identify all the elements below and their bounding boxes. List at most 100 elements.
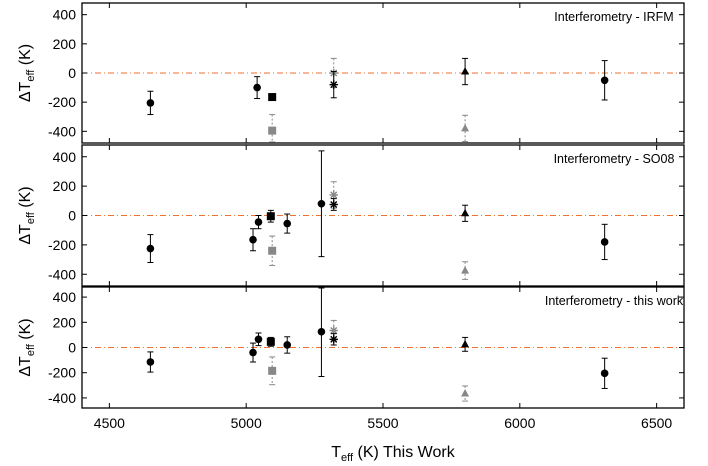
- data-point-circle: [146, 351, 155, 373]
- y-tick-label: 400: [53, 289, 77, 305]
- data-point-circle: [254, 332, 263, 347]
- y-axis-title-part: (K): [17, 186, 34, 212]
- circle-marker: [249, 348, 257, 357]
- x-tick-label: 5500: [367, 415, 398, 431]
- data-point-square: [268, 235, 277, 266]
- y-axis-title: ΔTeff (K): [17, 318, 37, 376]
- x-tick-label: 5000: [231, 415, 262, 431]
- y-axis-title-part: ΔT: [17, 356, 34, 377]
- circle-marker: [254, 335, 263, 344]
- y-tick-label: -400: [48, 123, 76, 139]
- data-point-circle: [146, 90, 155, 116]
- circle-marker: [600, 76, 609, 85]
- data-point-square: [268, 93, 277, 102]
- data-point-triangle: [461, 114, 470, 143]
- square-marker: [268, 246, 277, 255]
- y-tick-label: 0: [68, 65, 76, 81]
- data-point-circle: [146, 234, 155, 263]
- y-tick-label: -200: [48, 94, 76, 110]
- circle-marker: [317, 199, 326, 208]
- y-tick-label: 200: [53, 314, 77, 330]
- panel-1: 400 200 0 -200 -400 Interferometry - IRFM ΔTef…: [17, 2, 685, 144]
- y-tick-label: 0: [68, 208, 76, 224]
- circle-marker: [249, 235, 257, 244]
- data-point-circle: [249, 342, 257, 363]
- data-point-circle: [249, 228, 257, 252]
- square-marker: [266, 212, 275, 221]
- square-marker: [268, 93, 277, 102]
- circle-marker: [283, 341, 292, 349]
- panel-title: Interferometry - IRFM: [554, 10, 673, 24]
- asterisk-stroke: [330, 335, 338, 343]
- panel-2: 400 200 0 -200 -400 Interferometry - SO08 ΔTef…: [17, 144, 685, 287]
- y-tick-label: 400: [53, 7, 77, 23]
- y-axis-title-sub: eff: [25, 211, 37, 224]
- circle-marker: [317, 327, 326, 336]
- data-point-circle: [600, 223, 609, 261]
- y-tick-label: 200: [53, 178, 77, 194]
- data-point-triangle: [461, 57, 470, 86]
- data-point-square: [266, 336, 275, 347]
- y-axis-title-part: (K): [17, 44, 34, 70]
- circle-marker: [146, 358, 155, 366]
- data-point-asterisk: [329, 71, 338, 99]
- data-point-circle: [283, 213, 292, 234]
- data-point-circle: [600, 60, 609, 101]
- triangle-marker: [461, 389, 470, 397]
- square-marker: [268, 126, 277, 135]
- x-axis: 4500 5000 5500 6000 6500: [94, 415, 673, 431]
- data-point-square: [268, 114, 277, 143]
- y-tick-label: 400: [53, 149, 77, 165]
- circle-marker: [283, 219, 292, 228]
- circle-marker: [600, 369, 609, 378]
- data-point-triangle: [461, 336, 470, 352]
- y-tick-label: -200: [48, 237, 76, 253]
- panel-title: Interferometry - this work: [545, 294, 684, 308]
- asterisk-stroke: [330, 326, 338, 335]
- y-tick-label: -200: [48, 365, 76, 381]
- circle-marker: [146, 244, 155, 253]
- triangle-marker: [461, 123, 470, 132]
- data-point-asterisk: [329, 333, 338, 346]
- y-axis-title: ΔTeff (K): [17, 186, 37, 244]
- data-point-asterisk: [329, 198, 338, 211]
- x-tick-label: 6000: [504, 415, 535, 431]
- data-point-circle: [253, 76, 261, 100]
- y-axis-title-part: (K): [17, 318, 34, 344]
- data-point-circle: [254, 215, 263, 230]
- data-point-circle: [600, 357, 609, 389]
- y-axis-title-part: ΔT: [17, 81, 34, 102]
- y-axis-title-sub: eff: [25, 69, 37, 82]
- data-point-square: [266, 209, 275, 223]
- data-point-triangle: [461, 261, 470, 280]
- panel-3: 400 200 0 -200 -400 Interferometry - this wor…: [17, 286, 685, 409]
- triangle-marker: [461, 266, 470, 274]
- data-point-square: [268, 356, 277, 386]
- data-point-triangle: [461, 385, 470, 402]
- x-tick-label: 4500: [94, 415, 125, 431]
- square-marker: [266, 337, 275, 346]
- asterisk-stroke: [330, 200, 338, 209]
- y-tick-label: -400: [48, 266, 76, 282]
- circle-marker: [254, 218, 263, 226]
- y-tick-label: 200: [53, 36, 77, 52]
- circle-marker: [600, 238, 609, 246]
- circle-marker: [146, 99, 155, 107]
- x-axis-title: Teff (K) This Work: [331, 444, 455, 464]
- data-point-circle: [317, 287, 326, 377]
- y-axis-title-part: ΔT: [17, 224, 34, 245]
- triangle-marker: [461, 208, 470, 217]
- panel-title: Interferometry - SO08: [554, 152, 675, 166]
- triangle-marker: [461, 339, 470, 348]
- y-axis-title-sub: eff: [25, 343, 37, 356]
- circle-marker: [253, 83, 261, 92]
- y-tick-label: -400: [48, 390, 76, 406]
- square-marker: [268, 366, 277, 375]
- asterisk-stroke: [330, 191, 338, 199]
- x-tick-label: 6500: [641, 415, 672, 431]
- y-axis-title: ΔTeff (K): [17, 44, 37, 102]
- asterisk-stroke: [330, 81, 338, 89]
- data-point-circle: [283, 336, 292, 354]
